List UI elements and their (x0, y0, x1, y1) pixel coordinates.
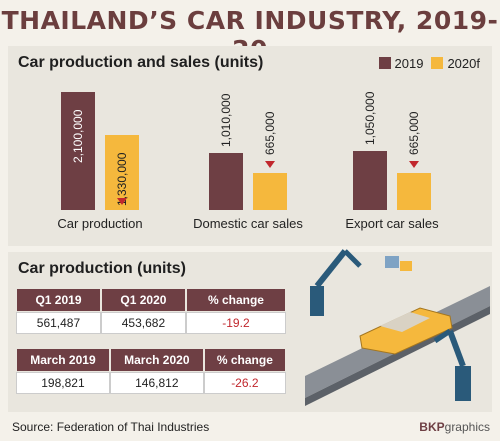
table1-cell-q1-2020: 453,682 (100, 312, 186, 334)
legend-label-2019: 2019 (394, 56, 424, 71)
source-note: Source: Federation of Thai Industries (12, 420, 210, 434)
value-label-2020f-2: 665,000 (407, 111, 421, 155)
category-label-1: Domestic car sales (193, 216, 303, 231)
value-label-2019-2: 1,050,000 (363, 91, 377, 145)
table2-cell-march-2020: 146,812 (109, 372, 204, 394)
factory-robot-illustration (305, 249, 490, 406)
value-label-2020f-1: 665,000 (263, 111, 277, 155)
table1-cell-q1-2019: 561,487 (16, 312, 101, 334)
bar-2019-2 (353, 151, 387, 210)
value-label-2019-1: 1,010,000 (219, 93, 233, 148)
bar-2020f-1 (253, 172, 287, 210)
table1-header-q1-2020: Q1 2020 (100, 288, 186, 312)
decrease-arrow-icon (117, 198, 127, 205)
table2-header-change: % change (203, 348, 286, 372)
monthly-table: March 2019 March 2020 % change 198,821 1… (16, 348, 286, 394)
bar-2020f-0 (105, 135, 139, 210)
table-row: 561,487 453,682 -19.2 (16, 312, 286, 334)
section-title-production: Car production (units) (18, 260, 186, 277)
legend-item-2019: 2019 (378, 56, 424, 71)
table1-cell-change: -19.2 (185, 312, 286, 334)
graphics-credit: BKPgraphics (419, 420, 490, 434)
legend-item-2020f: 2020f (431, 56, 480, 71)
legend-label-2020f: 2020f (447, 56, 480, 71)
table1-header-q1-2019: Q1 2019 (16, 288, 101, 312)
category-label-2: Export car sales (345, 216, 439, 231)
credit-suffix: graphics (444, 420, 490, 434)
decrease-arrow-icon (409, 160, 419, 168)
table2-header-march-2019: March 2019 (16, 348, 110, 372)
category-label-0: Car production (57, 216, 143, 231)
bar-2020f-2 (397, 172, 431, 210)
bar-2019-0 (61, 92, 95, 210)
table-row: 198,821 146,812 -26.2 (16, 372, 286, 394)
chart-legend: 2019 2020f (378, 56, 480, 71)
table1-header-change: % change (185, 288, 286, 312)
table2-cell-march-2019: 198,821 (16, 372, 110, 394)
bar-2019-1 (209, 153, 243, 210)
table2-cell-change: -26.2 (203, 372, 286, 394)
decrease-arrow-icon (265, 160, 275, 168)
credit-brand: BKP (419, 420, 445, 434)
value-label-2019-0: 2,100,000 (71, 109, 85, 163)
section-title-production-sales: Car production and sales (units) (18, 54, 264, 71)
title-bar: THAILAND’S CAR INDUSTRY, 2019-20 (0, 0, 500, 64)
table2-header-march-2020: March 2020 (109, 348, 204, 372)
quarterly-table: Q1 2019 Q1 2020 % change 561,487 453,682… (16, 288, 286, 334)
